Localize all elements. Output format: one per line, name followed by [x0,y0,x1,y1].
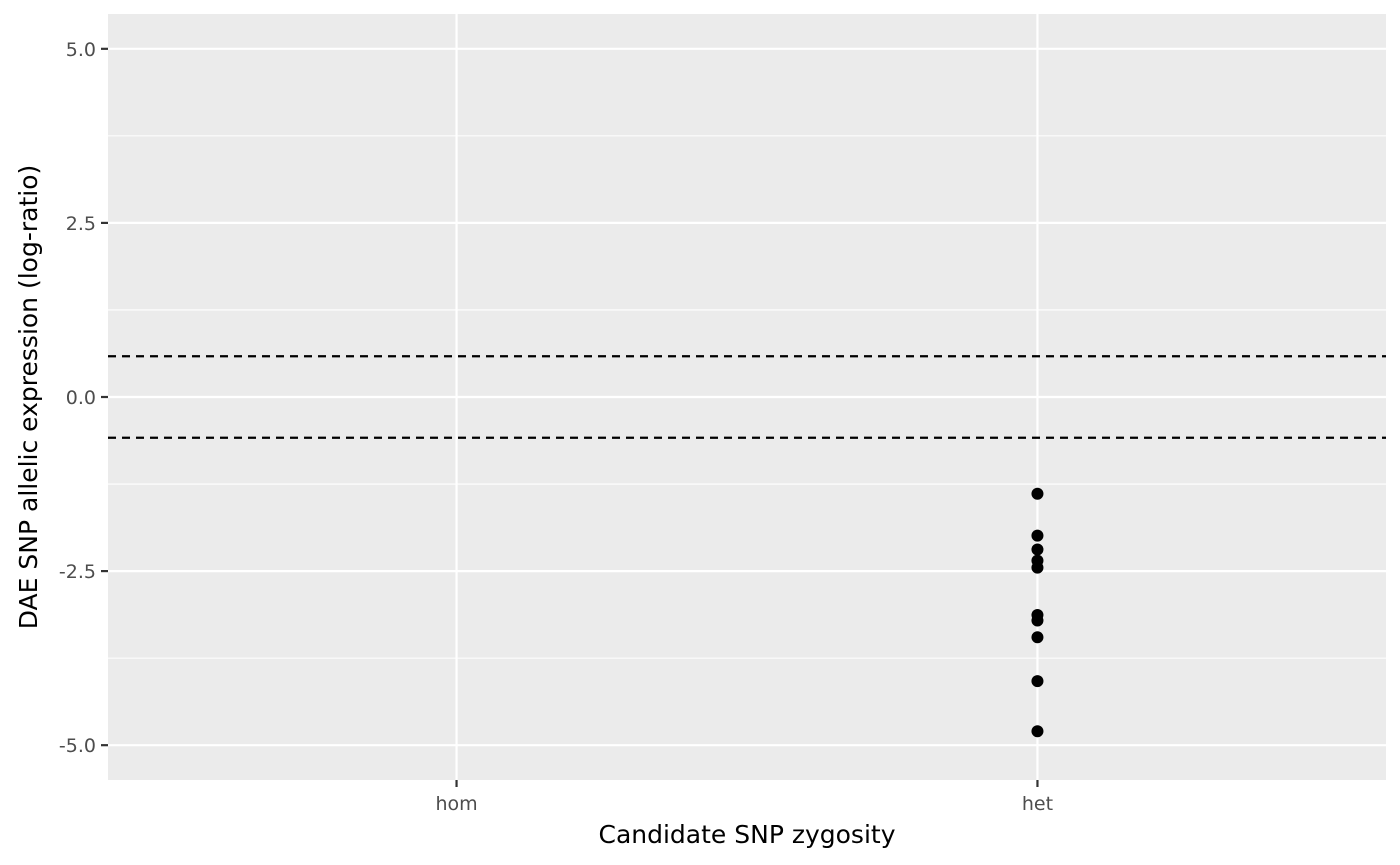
x-tick-label: hom [435,793,477,815]
data-point [1031,543,1044,556]
x-tick-label: het [1022,793,1053,815]
data-point [1031,561,1044,574]
data-point [1031,675,1044,688]
x-axis: hom het [435,780,1053,815]
y-tick-label: 5.0 [66,39,96,61]
y-axis: 5.0 2.5 0.0 -2.5 -5.0 [59,39,108,757]
reference-lines [108,355,1386,439]
data-point [1031,614,1044,627]
data-point [1031,725,1044,738]
y-axis-title: DAE SNP allelic expression (log-ratio) [14,165,43,630]
minor-gridlines [108,135,1386,659]
data-points [1031,487,1044,738]
x-axis-title: Candidate SNP zygosity [599,820,896,849]
data-point [1031,631,1044,644]
y-tick-label: -2.5 [59,561,96,583]
data-point [1031,529,1044,542]
major-gridlines [108,14,1386,780]
data-point [1031,487,1044,500]
y-tick-label: -5.0 [59,735,96,757]
y-tick-label: 0.0 [66,387,96,409]
y-tick-label: 2.5 [66,213,96,235]
